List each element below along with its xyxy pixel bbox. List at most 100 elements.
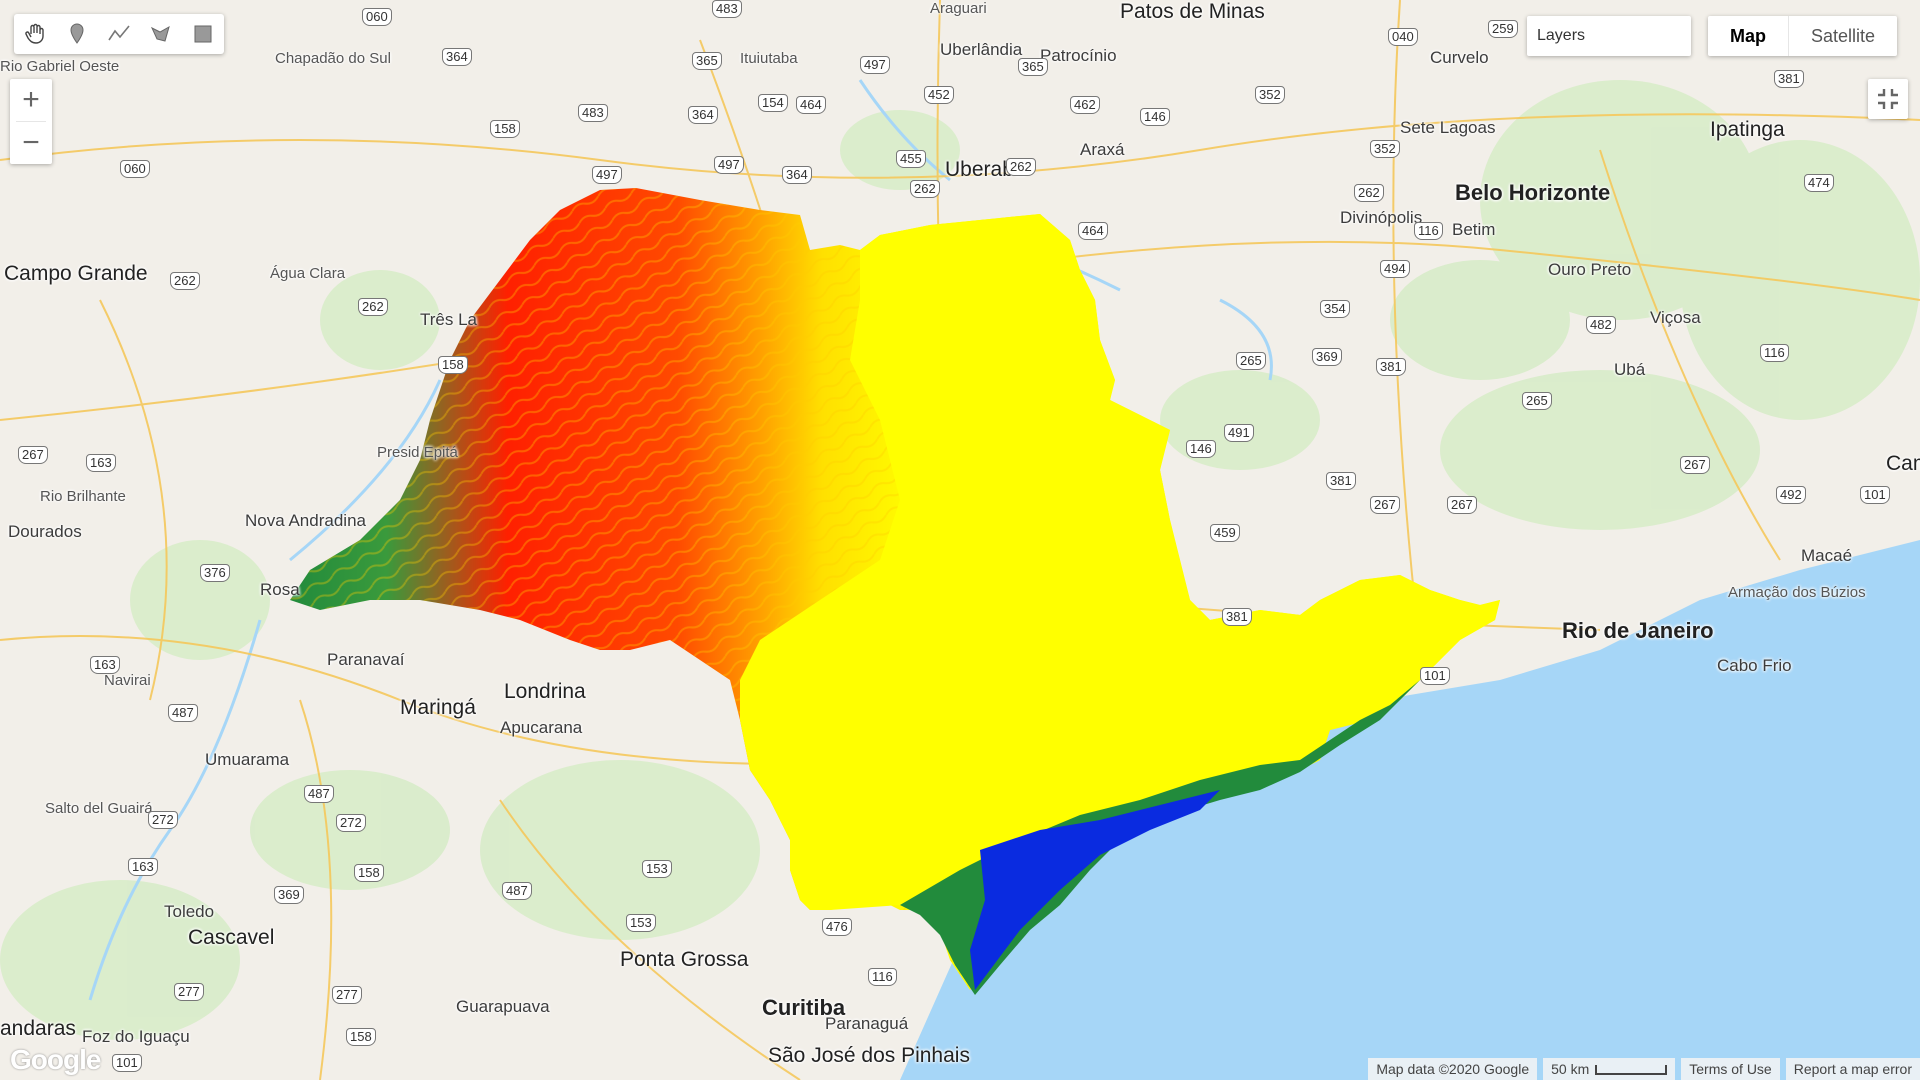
scale-label: 50 km [1551, 1061, 1590, 1077]
place-label: Macaé [1801, 546, 1853, 565]
road-shield: 267 [1447, 496, 1477, 514]
road-shield: 154 [758, 94, 788, 112]
road-shield: 267 [1680, 456, 1710, 474]
report-error-link[interactable]: Report a map error [1785, 1058, 1920, 1080]
road-shield: 277 [174, 983, 204, 1001]
rectangle-tool-button[interactable] [182, 14, 224, 54]
road-shield: 364 [688, 106, 718, 124]
place-label: Três La [420, 310, 478, 329]
road-shield: 365 [692, 52, 722, 70]
scale-bar [1595, 1065, 1668, 1076]
place-label: São José dos Pinhais [768, 1044, 970, 1067]
place-label: Ituiutaba [740, 50, 798, 67]
point-tool-button[interactable] [56, 14, 98, 54]
place-label: Maringá [400, 696, 476, 719]
road-shield: 262 [910, 180, 940, 198]
road-shield: 158 [490, 120, 520, 138]
road-shield: 272 [336, 814, 366, 832]
place-label: Toledo [164, 902, 215, 921]
polygon-tool-button[interactable] [140, 14, 182, 54]
road-shield: 060 [120, 160, 150, 178]
place-label: Água Clara [270, 265, 346, 282]
road-shield: 381 [1222, 608, 1252, 626]
road-shield: 474 [1804, 174, 1834, 192]
place-label: Patrocínio [1040, 46, 1117, 65]
road-shield: 487 [168, 704, 198, 722]
road-shield: 116 [1760, 344, 1789, 362]
road-shield: 352 [1255, 86, 1285, 104]
road-shield: 376 [200, 564, 230, 582]
road-shield: 483 [712, 0, 742, 18]
road-shield: 158 [438, 356, 468, 374]
road-shield: 265 [1522, 392, 1552, 410]
place-label: Apucarana [500, 718, 583, 737]
road-shield: 101 [1420, 667, 1450, 685]
road-shield: 116 [868, 968, 897, 986]
road-shield: 163 [128, 858, 158, 876]
road-shield: 153 [626, 914, 656, 932]
zoom-in-button[interactable]: + [22, 83, 40, 116]
road-shield: 272 [148, 811, 178, 829]
road-shield: 483 [578, 104, 608, 122]
road-shield: 364 [782, 166, 812, 184]
road-shield: 369 [1312, 348, 1342, 366]
road-shield: 492 [1776, 486, 1806, 504]
place-label: Navirai [104, 672, 151, 689]
road-shield: 163 [86, 454, 116, 472]
road-shield: 277 [332, 986, 362, 1004]
map-type-map-button[interactable]: Map [1730, 26, 1766, 46]
place-label: Guarapuava [456, 997, 550, 1016]
road-shield: 497 [860, 56, 890, 74]
map-type-satellite-button[interactable]: Satellite [1811, 26, 1876, 46]
map-type-control: Map Satellite [1708, 16, 1898, 56]
line-icon [108, 25, 130, 41]
place-label: Presid Epitá [377, 444, 458, 461]
zoom-control: + − [10, 79, 52, 164]
road-shield: 262 [170, 272, 200, 290]
road-shield: 267 [18, 446, 48, 464]
road-shield: 146 [1140, 108, 1170, 126]
place-label: Dourados [8, 522, 82, 541]
road-shield: 101 [112, 1054, 142, 1072]
road-shield: 158 [346, 1028, 376, 1046]
place-label: Viçosa [1650, 308, 1701, 327]
place-label: Campos [1886, 452, 1920, 475]
zoom-divider [16, 121, 46, 122]
road-shield: 265 [1236, 352, 1266, 370]
place-label: Salto del Guairá [45, 800, 153, 817]
road-shield: 158 [354, 864, 384, 882]
place-label: Ubá [1614, 360, 1646, 379]
layers-button[interactable]: Layers [1527, 16, 1691, 56]
road-shield: 491 [1224, 424, 1254, 442]
drawing-toolbar [14, 14, 224, 54]
road-shield: 497 [592, 166, 622, 184]
place-label: Uberaba [945, 158, 1026, 181]
road-shield: 146 [1186, 440, 1216, 458]
road-shield: 259 [1488, 20, 1518, 38]
road-shield: 476 [822, 918, 852, 936]
terms-link[interactable]: Terms of Use [1681, 1058, 1780, 1080]
place-label: Rio Brilhante [40, 488, 126, 505]
place-label: Campo Grande [4, 262, 148, 285]
place-label: Belo Horizonte [1455, 180, 1611, 205]
fullscreen-button[interactable] [1868, 79, 1908, 119]
road-shield: 262 [1354, 184, 1384, 202]
road-shield: 459 [1210, 524, 1240, 542]
place-label: Rio de Janeiro [1562, 618, 1714, 643]
place-label: Foz do Iguaçu [82, 1027, 190, 1046]
place-label: Divinópolis [1340, 208, 1423, 227]
place-label: Patos de Minas [1120, 0, 1265, 23]
line-tool-button[interactable] [98, 14, 140, 54]
pan-tool-button[interactable] [14, 14, 56, 54]
place-label: Ponta Grossa [620, 948, 749, 971]
road-shield: 381 [1326, 472, 1356, 490]
road-shield: 060 [362, 8, 392, 26]
place-label: Curvelo [1430, 48, 1489, 67]
scale-control[interactable]: 50 km [1543, 1058, 1676, 1080]
road-shield: 153 [642, 860, 672, 878]
road-shield: 354 [1320, 300, 1350, 318]
road-shield: 365 [1018, 58, 1048, 76]
road-shield: 487 [502, 882, 532, 900]
zoom-out-button[interactable]: − [22, 126, 40, 159]
